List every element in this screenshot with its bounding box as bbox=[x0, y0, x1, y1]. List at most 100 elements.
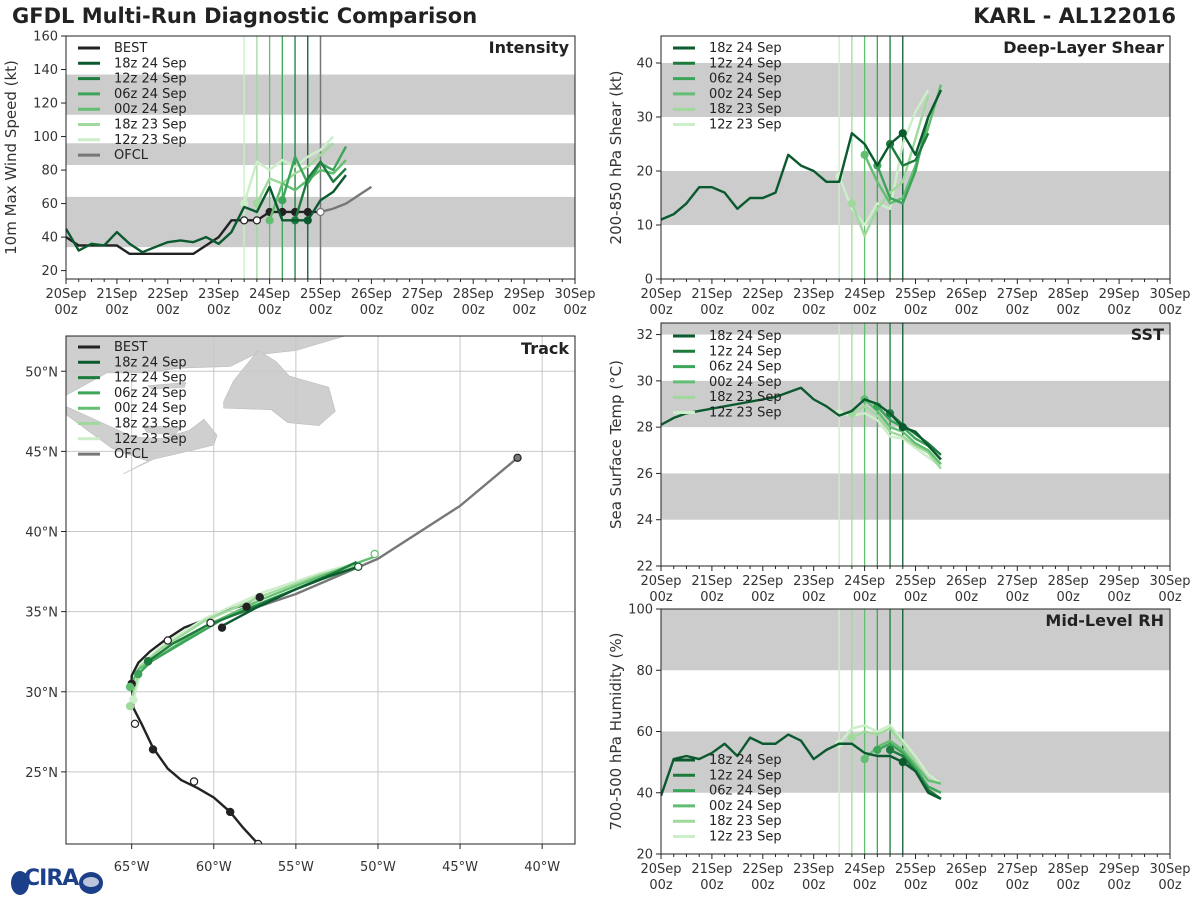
rh-marker-r00z24-0 bbox=[860, 754, 869, 764]
sst-xtick-label: 20Sep bbox=[640, 574, 681, 589]
shear-marker-r18z24-0 bbox=[898, 129, 907, 138]
shear-xtick-label: 20Sep bbox=[640, 287, 681, 302]
track-legend-label-r12z23: 12z 23 Sep bbox=[114, 432, 187, 447]
shear-xtick-label: 21Sep bbox=[691, 287, 732, 302]
intensity-marker-BEST-5 bbox=[303, 207, 312, 217]
track-legend-label-r18z24: 18z 24 Sep bbox=[114, 355, 187, 370]
track-legend-label-r06z24: 06z 24 Sep bbox=[114, 386, 187, 401]
track-xtick-label: 55°W bbox=[278, 860, 314, 875]
rh-xtick-sub: 00z bbox=[700, 878, 724, 893]
shear-xtick-label: 24Sep bbox=[844, 287, 885, 302]
intensity-xtick-label: 20Sep bbox=[45, 287, 86, 302]
sst-legend-label-r18z23: 18z 23 Sep bbox=[709, 390, 782, 405]
rh-marker-r18z23-0 bbox=[847, 733, 856, 742]
rh-series-r18z24 bbox=[661, 733, 942, 800]
sst-xtick-sub: 00z bbox=[1006, 590, 1030, 605]
intensity-xtick-label: 28Sep bbox=[453, 287, 494, 302]
rh-plot-area bbox=[661, 609, 1170, 854]
sst-ytick-label: 32 bbox=[636, 328, 653, 343]
rh-xtick-label: 28Sep bbox=[1048, 862, 1089, 877]
track-legend-label-BEST: BEST bbox=[114, 340, 147, 355]
sst-xtick-sub: 00z bbox=[649, 590, 673, 605]
sst-xtick-label: 26Sep bbox=[946, 574, 987, 589]
intensity-series-r18z24 bbox=[66, 174, 347, 254]
rh-xtick-label: 23Sep bbox=[793, 862, 834, 877]
intensity-xtick-label: 26Sep bbox=[351, 287, 392, 302]
track-legend-label-OFCL: OFCL bbox=[114, 447, 149, 462]
rh-xtick-label: 20Sep bbox=[640, 862, 681, 877]
figure-title: GFDL Multi-Run Diagnostic Comparison bbox=[12, 4, 478, 28]
track-series-r06z24 bbox=[137, 565, 359, 675]
intensity-legend-label-r12z23: 12z 23 Sep bbox=[114, 133, 187, 148]
rh-xtick-label: 21Sep bbox=[691, 862, 732, 877]
shear-xtick-sub: 00z bbox=[955, 303, 979, 318]
intensity-series-OFCL bbox=[320, 185, 373, 214]
intensity-legend-label-r06z24: 06z 24 Sep bbox=[114, 87, 187, 102]
sst-ytick-label: 30 bbox=[636, 374, 653, 389]
rh-xtick-sub: 00z bbox=[802, 878, 826, 893]
shear-ytick-label: 10 bbox=[636, 219, 653, 234]
shear-legend-label-r12z24: 12z 24 Sep bbox=[709, 56, 782, 71]
sst-ytick-label: 22 bbox=[636, 560, 653, 575]
sst-xtick-sub: 00z bbox=[802, 590, 826, 605]
shear-xtick-label: 25Sep bbox=[895, 287, 936, 302]
sst-plot-area bbox=[661, 323, 1170, 566]
shear-xtick-label: 30Sep bbox=[1149, 287, 1190, 302]
shear-legend-label-r18z24: 18z 24 Sep bbox=[709, 41, 782, 56]
sst-band-0 bbox=[661, 473, 1170, 520]
intensity-xtick-sub: 00z bbox=[512, 303, 536, 318]
shear-xtick-label: 22Sep bbox=[742, 287, 783, 302]
panel-rh: 2040608010020Sep00z21Sep00z22Sep00z23Sep… bbox=[607, 603, 1191, 894]
sst-legend-label-r12z23: 12z 23 Sep bbox=[709, 406, 782, 421]
intensity-xtick-sub: 00z bbox=[207, 303, 231, 318]
shear-legend-label-r12z23: 12z 23 Sep bbox=[709, 118, 782, 133]
rh-xtick-label: 22Sep bbox=[742, 862, 783, 877]
shear-ytick-label: 0 bbox=[645, 273, 653, 288]
track-xtick-label: 60°W bbox=[196, 860, 232, 875]
track-point-BEST-3 bbox=[148, 745, 158, 754]
track-point-BEST-7 bbox=[163, 636, 172, 645]
rh-series-r06z24 bbox=[876, 742, 942, 794]
track-series-r18z24 bbox=[221, 565, 359, 628]
track-xtick-label: 50°W bbox=[360, 860, 396, 875]
sst-series-r00z24 bbox=[863, 398, 942, 465]
shear-xtick-label: 28Sep bbox=[1048, 287, 1089, 302]
panel-shear: 01020304020Sep00z21Sep00z22Sep00z23Sep00… bbox=[607, 35, 1191, 318]
sst-marker-r18z24-0 bbox=[898, 423, 907, 432]
track-point-BEST-0 bbox=[253, 839, 263, 844]
rh-legend-label-r06z24: 06z 24 Sep bbox=[709, 784, 782, 799]
intensity-xtick-sub: 00z bbox=[156, 303, 180, 318]
intensity-xtick-sub: 00z bbox=[462, 303, 486, 318]
shear-xtick-sub: 00z bbox=[1158, 303, 1182, 318]
rh-legend-label-r00z24: 00z 24 Sep bbox=[709, 799, 782, 814]
sst-ytick-label: 24 bbox=[636, 513, 653, 528]
track-plot-area bbox=[66, 336, 575, 844]
intensity-legend-label-r18z24: 18z 24 Sep bbox=[114, 56, 187, 71]
intensity-ytick-label: 120 bbox=[33, 97, 58, 112]
shear-ytick-label: 30 bbox=[636, 111, 653, 126]
rh-ylabel: 700-500 hPa Humidity (%) bbox=[607, 632, 625, 830]
shear-series-r18z23 bbox=[850, 95, 930, 238]
shear-xtick-sub: 00z bbox=[649, 303, 673, 318]
shear-ylabel: 200-850 hPa Shear (kt) bbox=[607, 71, 625, 245]
intensity-xtick-label: 23Sep bbox=[198, 287, 239, 302]
shear-xtick-sub: 00z bbox=[853, 303, 877, 318]
sst-xtick-sub: 00z bbox=[751, 590, 775, 605]
sst-title: SST bbox=[1131, 325, 1164, 344]
intensity-xtick-label: 25Sep bbox=[300, 287, 341, 302]
rh-xtick-sub: 00z bbox=[1158, 878, 1182, 893]
rh-legend-label-r12z23: 12z 23 Sep bbox=[709, 830, 782, 845]
track-land-2 bbox=[147, 382, 187, 390]
intensity-series-r18z23 bbox=[255, 142, 335, 205]
track-point-r00z24-0 bbox=[125, 682, 135, 692]
sst-xtick-label: 29Sep bbox=[1099, 574, 1140, 589]
shear-xtick-sub: 00z bbox=[1057, 303, 1081, 318]
shear-plot-area bbox=[661, 36, 1170, 279]
rh-marker-r06z24-0 bbox=[873, 745, 882, 754]
shear-xtick-sub: 00z bbox=[751, 303, 775, 318]
intensity-xtick-sub: 00z bbox=[309, 303, 333, 318]
track-point-r18z23-0 bbox=[125, 701, 135, 711]
